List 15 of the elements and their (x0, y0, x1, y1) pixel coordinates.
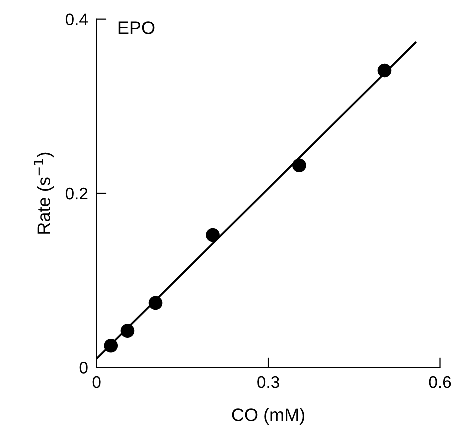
point (206, 228, 220, 242)
y-tick-label: 0.4 (66, 14, 88, 26)
point (378, 64, 392, 78)
x-tick-label: 0 (92, 376, 101, 388)
annotation: EPO (118, 22, 155, 34)
y-tick-label: 0.2 (66, 188, 88, 200)
x-tick-label: 0.6 (429, 376, 452, 388)
y-tick-label: 0 (80, 362, 88, 374)
point (148, 296, 163, 310)
point (104, 338, 118, 353)
x-tick-label: 0.3 (258, 376, 280, 388)
x-axis-title: CO (mM) (232, 408, 305, 426)
point (120, 324, 135, 338)
point (292, 158, 306, 173)
y-axis-title: Rate (s$^{−1}$) (34, 152, 54, 234)
